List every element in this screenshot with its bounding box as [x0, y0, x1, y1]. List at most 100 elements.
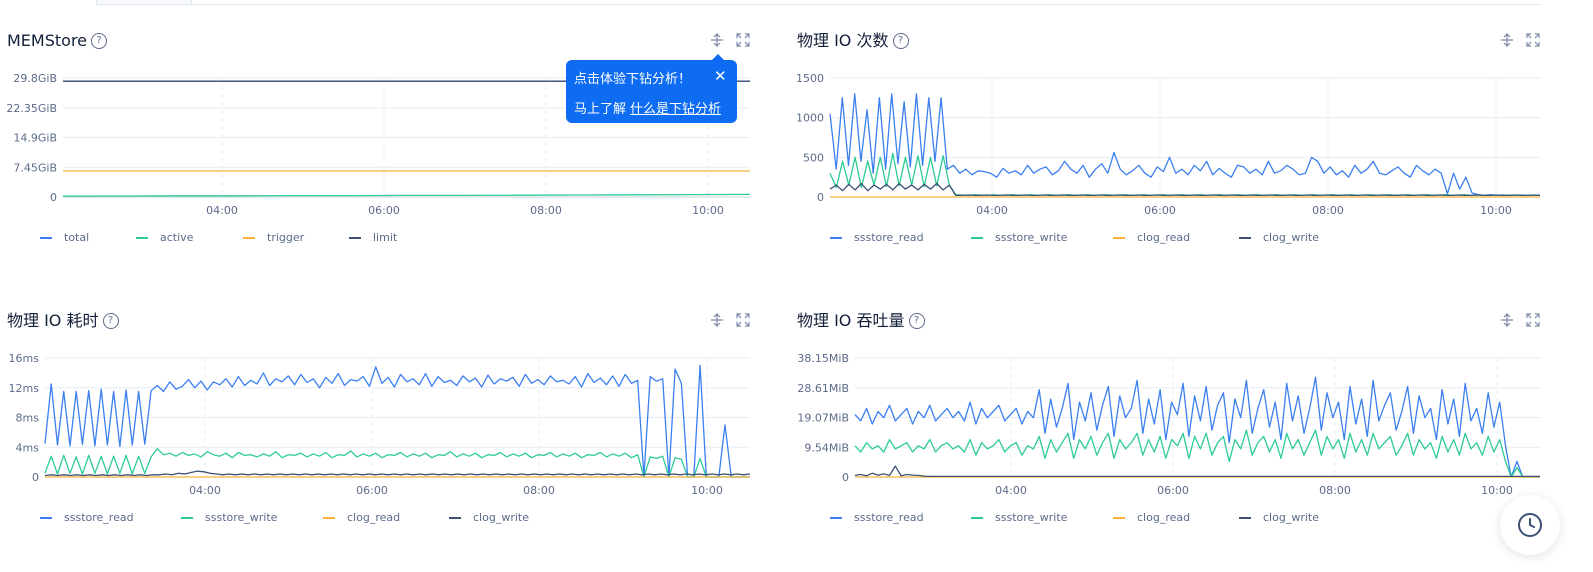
- series-line-ssstore_read: [44, 364, 750, 478]
- legend-label: trigger: [267, 231, 305, 244]
- legend-item-active[interactable]: active: [136, 231, 193, 244]
- panel-title: 物理 IO 吞吐量 ?: [797, 311, 925, 331]
- legend-swatch: [1113, 516, 1125, 519]
- legend-label: clog_write: [473, 511, 529, 524]
- tab-second[interactable]: [96, 0, 192, 5]
- legend-swatch: [243, 236, 255, 239]
- legend-label: ssstore_read: [854, 511, 924, 524]
- x-tick-label: 04:00: [206, 204, 238, 217]
- legend-item-ssstore_write[interactable]: ssstore_write: [181, 511, 277, 524]
- tooltip-arrow: [712, 54, 724, 60]
- series-line-ssstore_write: [44, 448, 750, 478]
- y-tick-label: 28.61MiB: [797, 382, 849, 395]
- legend-swatch: [349, 236, 361, 239]
- legend-swatch: [971, 236, 983, 239]
- drilldown-icon[interactable]: [1500, 33, 1514, 47]
- legend-item-clog_write[interactable]: clog_write: [1239, 231, 1319, 244]
- x-tick-label: 06:00: [1157, 484, 1189, 497]
- panel-title: 物理 IO 耗时 ?: [7, 311, 119, 331]
- legend-swatch: [40, 516, 52, 519]
- x-tick-label: 08:00: [1319, 484, 1351, 497]
- x-tick-label: 10:00: [1481, 484, 1513, 497]
- legend-item-trigger[interactable]: trigger: [243, 231, 304, 244]
- legend-swatch: [136, 236, 148, 239]
- fullscreen-icon[interactable]: [1526, 33, 1540, 47]
- y-tick-label: 9.54MiB: [804, 441, 849, 454]
- legend-swatch: [1239, 236, 1251, 239]
- y-tick-label: 500: [803, 151, 824, 164]
- legend-swatch: [1113, 236, 1125, 239]
- legend-swatch: [323, 516, 335, 519]
- io-throughput-panel: 物理 IO 吞吐量 ? 0 9.54MiB 19.07MiB 28.61MiB 38.1…: [790, 280, 1550, 550]
- help-circle-icon[interactable]: ?: [91, 33, 108, 49]
- tooltip-link[interactable]: 什么是下钻分析: [630, 102, 722, 117]
- legend-swatch: [830, 516, 842, 519]
- legend-label: clog_read: [347, 511, 401, 524]
- legend-item-ssstore_read[interactable]: ssstore_read: [40, 511, 134, 524]
- y-tick-label: 22.35GiB: [6, 102, 57, 115]
- memstore-chart: 0 7.45GiB 14.9GiB 22.35GiB 29.8GiB 04:00 06:00…: [6, 72, 751, 217]
- legend-swatch: [971, 516, 983, 519]
- y-tick-label: 0: [817, 191, 824, 204]
- tab-bar: [0, 0, 1540, 6]
- legend-item-ssstore_read[interactable]: ssstore_read: [830, 511, 924, 524]
- legend-label: active: [160, 231, 194, 244]
- io-count-panel: 物理 IO 次数 ? 0 500 1000 1500 04:00 06:00 08:00 10…: [790, 0, 1550, 270]
- drilldown-icon[interactable]: [1500, 313, 1514, 327]
- panel-title: 物理 IO 次数 ?: [797, 31, 909, 51]
- y-tick-label: 16ms: [9, 352, 40, 365]
- legend-item-ssstore_write[interactable]: ssstore_write: [971, 231, 1067, 244]
- legend-item-clog_read[interactable]: clog_read: [1113, 231, 1190, 244]
- help-circle-icon[interactable]: ?: [892, 33, 909, 49]
- tab-active[interactable]: [0, 0, 96, 6]
- help-circle-icon[interactable]: ?: [908, 313, 925, 329]
- legend-item-clog_read[interactable]: clog_read: [323, 511, 400, 524]
- close-icon[interactable]: ✕: [714, 67, 727, 85]
- y-tick-label: 1000: [796, 112, 824, 125]
- drilldown-icon[interactable]: [710, 313, 724, 327]
- help-circle-icon[interactable]: ?: [102, 313, 119, 329]
- fullscreen-icon[interactable]: [736, 33, 750, 47]
- legend-item-limit[interactable]: limit: [349, 231, 397, 244]
- legend-item-total[interactable]: total: [40, 231, 89, 244]
- io-throughput-chart: 0 9.54MiB 19.07MiB 28.61MiB 38.15MiB 04:00 06:…: [797, 352, 1540, 497]
- clock-icon: [1518, 513, 1542, 537]
- legend-item-ssstore_read[interactable]: ssstore_read: [830, 231, 924, 244]
- series-line-clog_write: [854, 465, 1540, 478]
- legend-label: clog_read: [1137, 231, 1191, 244]
- io-latency-chart: 0 4ms 8ms 12ms 16ms 04:00 06:00 08:00 10:00: [9, 352, 751, 497]
- x-tick-label: 06:00: [368, 204, 400, 217]
- x-tick-label: 04:00: [189, 484, 221, 497]
- legend-label: total: [64, 231, 90, 244]
- fullscreen-icon[interactable]: [1526, 313, 1540, 327]
- y-tick-label: 38.15MiB: [797, 352, 849, 365]
- y-tick-label: 19.07MiB: [797, 412, 849, 425]
- y-tick-label: 12ms: [9, 382, 40, 395]
- series-line-clog_write: [829, 182, 1541, 197]
- legend-swatch: [40, 236, 52, 239]
- legend-item-clog_write[interactable]: clog_write: [1239, 511, 1319, 524]
- legend-label: limit: [373, 231, 398, 244]
- legend-item-clog_read[interactable]: clog_read: [1113, 511, 1190, 524]
- fullscreen-icon[interactable]: [736, 313, 750, 327]
- x-tick-label: 10:00: [692, 204, 724, 217]
- series-line-ssstore_write: [829, 152, 1540, 197]
- legend-swatch: [181, 516, 193, 519]
- legend-label: clog_write: [1263, 511, 1319, 524]
- y-tick-label: 0: [50, 191, 57, 204]
- legend-item-ssstore_write[interactable]: ssstore_write: [971, 511, 1067, 524]
- io-latency-panel: 物理 IO 耗时 ? 0 4ms 8ms 12ms 16ms 04:00 06:00 08:0…: [0, 280, 760, 550]
- y-tick-label: 14.9GiB: [13, 132, 57, 145]
- panel-title-text: 物理 IO 耗时: [7, 311, 99, 330]
- legend-label: clog_write: [1263, 231, 1319, 244]
- x-tick-label: 08:00: [530, 204, 562, 217]
- series-line-ssstore_read: [829, 93, 1541, 197]
- tooltip-learn-more: 马上了解 什么是下钻分析: [574, 98, 721, 117]
- legend-item-clog_write[interactable]: clog_write: [449, 511, 529, 524]
- drilldown-icon[interactable]: [710, 33, 724, 47]
- legend-swatch: [449, 516, 461, 519]
- io-count-chart: 0 500 1000 1500 04:00 06:00 08:00 10:00: [796, 72, 1541, 217]
- y-tick-label: 4ms: [16, 441, 40, 454]
- history-button[interactable]: [1500, 495, 1560, 555]
- x-tick-label: 06:00: [356, 484, 388, 497]
